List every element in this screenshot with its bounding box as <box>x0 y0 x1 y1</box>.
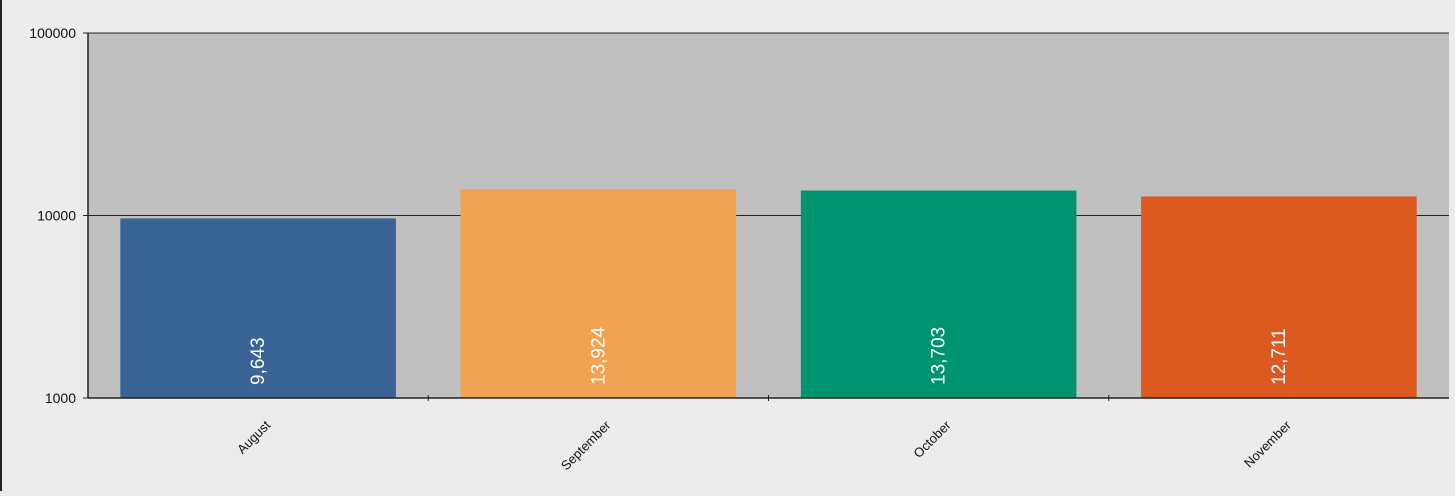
bars <box>120 189 1417 398</box>
bar-august <box>120 218 396 398</box>
value-labels: 9,643 13,924 13,703 12,711 <box>248 326 1290 385</box>
x-tick-label: October <box>910 417 954 461</box>
bar-september <box>460 189 737 398</box>
bar-value-label: 13,924 <box>588 326 609 385</box>
x-tick-label: November <box>1241 417 1294 470</box>
bar-value-label: 12,711 <box>1269 328 1290 385</box>
y-axis-ticks: 1000 10000 100000 <box>29 25 88 406</box>
bar-october <box>800 190 1077 398</box>
y-tick-label: 100000 <box>29 25 76 41</box>
x-tick-label: August <box>234 417 273 456</box>
x-axis-ticks <box>427 395 1110 401</box>
x-tick-label: September <box>558 417 614 473</box>
bar-value-label: 9,643 <box>248 337 269 385</box>
y-tick-label: 10000 <box>37 208 76 224</box>
x-axis-labels: August September October November <box>234 417 1294 473</box>
bar-november <box>1141 196 1417 398</box>
y-tick-label: 1000 <box>45 390 76 406</box>
bar-value-label: 13,703 <box>929 327 950 385</box>
